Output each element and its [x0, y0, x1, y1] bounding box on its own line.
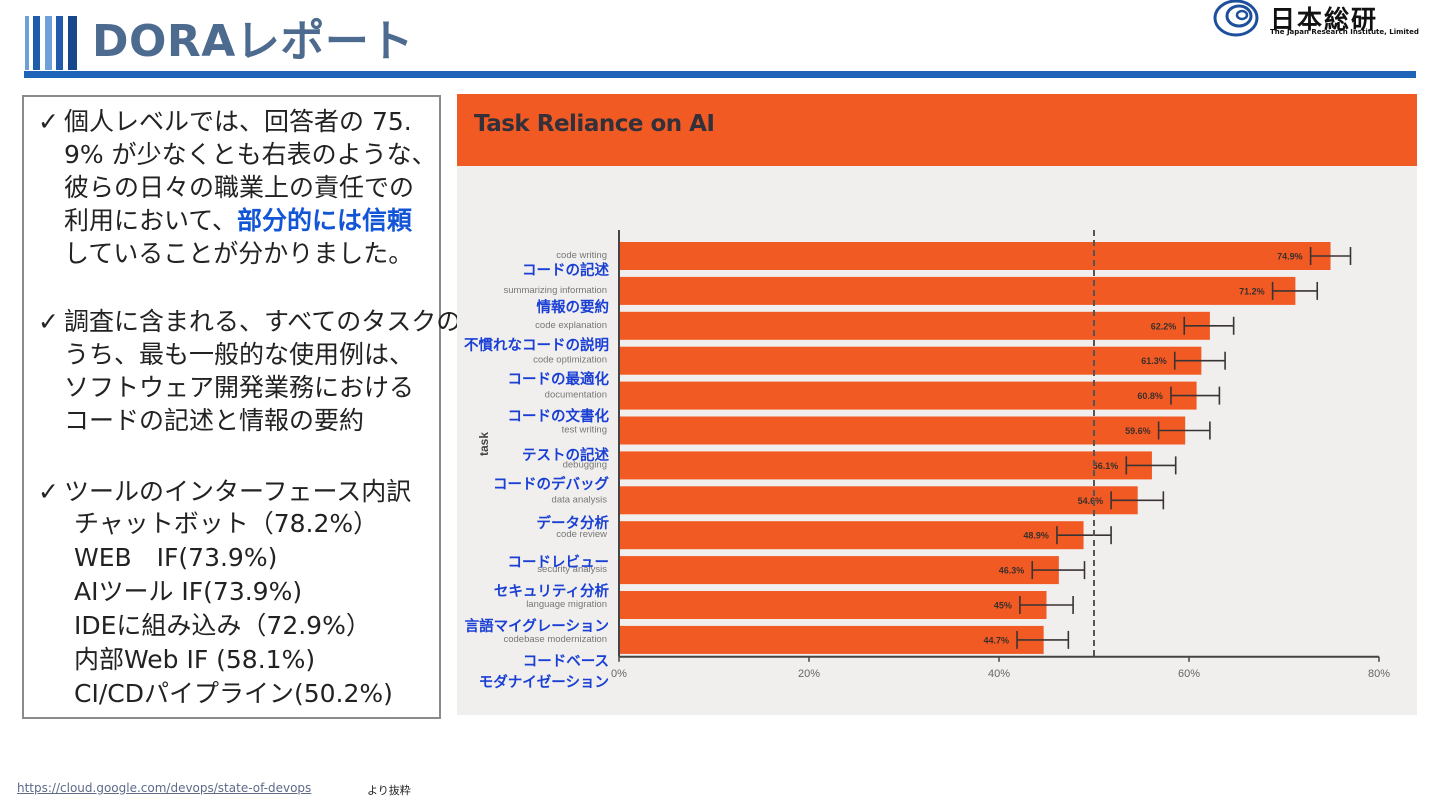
tick-label: data analysis — [552, 494, 608, 505]
tick-label: security analysis — [537, 564, 607, 575]
check-icon: ✓ — [38, 477, 59, 506]
logo-subtitle: The Japan Research Institute, Limited — [1270, 28, 1419, 36]
header-stripe — [45, 16, 52, 70]
bullet-text: 利用において、 — [64, 206, 238, 235]
japanese-annotation: モダナイゼーション — [479, 673, 609, 691]
bullet-line: 彼らの日々の職業上の責任での — [64, 173, 415, 202]
x-tick-label: 40% — [988, 668, 1010, 680]
notes-panel: ✓ 個人レベルでは、回答者の 75. 9% が少なくとも右表のような、 彼らの日… — [22, 95, 461, 719]
bar — [619, 381, 1197, 410]
japanese-annotation: コードの最適化 — [508, 370, 610, 388]
x-tick-label: 20% — [798, 668, 820, 680]
data-label: 60.8% — [1137, 391, 1163, 401]
japanese-annotation: コードベース — [523, 654, 609, 670]
x-tick-label: 60% — [1178, 668, 1200, 680]
x-tick-label: 80% — [1368, 668, 1390, 680]
tick-label: documentation — [545, 390, 607, 401]
bar — [619, 346, 1202, 375]
check-icon: ✓ — [38, 107, 59, 136]
tick-label: code review — [556, 529, 607, 540]
data-label: 59.6% — [1125, 426, 1151, 436]
page-title: DORAレポート — [92, 16, 414, 67]
bar — [619, 521, 1084, 550]
tick-label: summarizing information — [504, 285, 607, 296]
data-label: 46.3% — [999, 566, 1025, 576]
logo-name: 日本総研 — [1270, 5, 1379, 34]
data-label: 71.2% — [1239, 286, 1265, 296]
bar — [619, 276, 1296, 305]
interface-item: 内部Web IF (58.1%) — [74, 645, 316, 674]
bullet-line: うち、最も一般的な使用例は、 — [64, 340, 415, 369]
x-tick-label: 0% — [611, 668, 627, 680]
japanese-annotation: コードレビュー — [508, 554, 610, 571]
interface-item: IDEに組み込み（72.9%） — [74, 611, 371, 640]
bullet-line: していることが分かりました。 — [64, 239, 414, 268]
chart-edge — [1417, 94, 1419, 715]
data-label: 56.1% — [1093, 461, 1119, 471]
bullet-line: 9% が少なくとも右表のような、 — [64, 140, 437, 169]
header-stripe — [68, 16, 77, 70]
bullet-line: 個人レベルでは、回答者の 75. — [64, 107, 412, 136]
bar — [619, 591, 1047, 619]
data-label: 62.2% — [1151, 321, 1177, 331]
japanese-annotation: コードの記述 — [522, 261, 609, 279]
bullet-line: ソフトウェア開発業務における — [64, 373, 415, 402]
chart-title-band — [457, 94, 1419, 166]
japanese-annotation: セキュリティ分析 — [494, 582, 610, 600]
tick-label: code writing — [556, 250, 607, 261]
japanese-annotation: 言語マイグレーション — [465, 617, 609, 635]
bar — [619, 416, 1186, 445]
company-logo: 日本総研 The Japan Research Institute, Limit… — [1212, 0, 1422, 40]
japanese-annotation: テストの記述 — [522, 446, 609, 464]
bullet-line: ツールのインターフェース内訳 — [64, 477, 412, 506]
tick-label: code optimization — [533, 355, 607, 366]
japanese-annotation: 不慣れなコードの説明 — [464, 336, 609, 354]
bar — [619, 486, 1138, 515]
bullet-line: コードの記述と情報の要約 — [64, 406, 365, 435]
bar — [619, 556, 1059, 585]
header-stripe — [33, 16, 40, 70]
data-label: 45% — [994, 601, 1012, 611]
source-note: より抜粋 — [367, 784, 411, 797]
bullet-line: 調査に含まれる、すべてのタスクの — [64, 307, 462, 336]
data-label: 54.6% — [1078, 496, 1104, 506]
tick-label: test writing — [562, 425, 607, 436]
header-stripe — [25, 16, 29, 70]
tick-label: language migration — [526, 599, 607, 610]
highlight-text: 部分的には信頼 — [237, 206, 413, 235]
chart-plot: 74.9% code writing 71.2% summarizing inform… — [464, 230, 1390, 691]
tick-label: codebase modernization — [503, 634, 607, 645]
interface-item: CI/CDパイプライン(50.2%) — [74, 679, 393, 708]
header-stripe — [56, 16, 63, 70]
data-label: 61.3% — [1141, 356, 1167, 366]
bar — [619, 451, 1152, 480]
source-link[interactable]: https://cloud.google.com/devops/state-of… — [17, 781, 312, 795]
interface-item: WEB IF(73.9%) — [74, 543, 278, 572]
data-label: 48.9% — [1023, 531, 1049, 541]
tick-label: code explanation — [535, 320, 607, 331]
logo-emblem-icon — [1213, 0, 1259, 37]
bullet-line: 利用において、部分的には信頼 — [64, 204, 412, 237]
tick-label: debugging — [563, 459, 607, 470]
chart-title: Task Reliance on AI — [474, 111, 715, 137]
japanese-annotation: コードの文書化 — [508, 407, 610, 425]
japanese-annotation: データ分析 — [537, 514, 610, 532]
data-label: 74.9% — [1277, 252, 1303, 262]
interface-item: チャットボット（78.2%） — [74, 509, 379, 538]
japanese-annotation: 情報の要約 — [537, 298, 610, 316]
japanese-annotation: コードのデバッグ — [493, 475, 609, 493]
interface-item: AIツール IF(73.9%) — [74, 577, 303, 606]
header-divider — [24, 71, 1416, 78]
bar — [619, 625, 1044, 654]
data-label: 44.7% — [984, 635, 1010, 645]
bar — [619, 242, 1331, 270]
y-axis-label: task — [477, 432, 491, 456]
task-reliance-chart: Task Reliance on AI 74.9% code writing 71.… — [457, 94, 1419, 715]
check-icon: ✓ — [38, 307, 59, 336]
bar — [619, 311, 1210, 340]
